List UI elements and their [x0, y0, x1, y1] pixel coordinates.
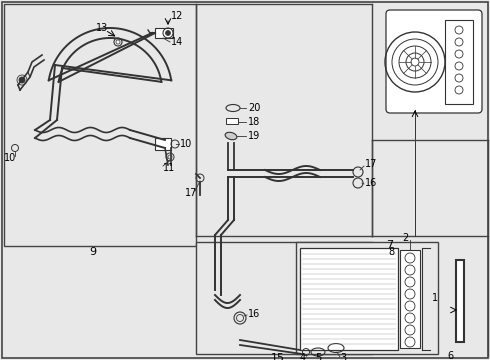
Text: 9: 9 — [90, 247, 97, 257]
Text: 16: 16 — [248, 309, 260, 319]
Text: 16: 16 — [365, 178, 377, 188]
FancyBboxPatch shape — [445, 20, 473, 104]
FancyBboxPatch shape — [226, 118, 238, 124]
Text: 17: 17 — [365, 159, 377, 169]
FancyBboxPatch shape — [196, 242, 372, 354]
Circle shape — [166, 31, 171, 36]
FancyBboxPatch shape — [296, 242, 438, 354]
Text: 15: 15 — [271, 353, 285, 360]
Text: 4: 4 — [300, 353, 306, 360]
Text: 7: 7 — [387, 240, 393, 250]
Text: 6: 6 — [447, 351, 453, 360]
Text: 14: 14 — [171, 37, 183, 47]
Ellipse shape — [225, 132, 237, 140]
Text: 11: 11 — [163, 163, 175, 173]
Text: 19: 19 — [248, 131, 260, 141]
Text: 17: 17 — [185, 188, 197, 198]
FancyBboxPatch shape — [386, 10, 482, 113]
Text: 13: 13 — [96, 23, 108, 33]
Text: 5: 5 — [315, 353, 321, 360]
FancyBboxPatch shape — [4, 4, 196, 246]
Text: 1: 1 — [432, 293, 438, 303]
Text: 10: 10 — [4, 153, 16, 163]
Circle shape — [116, 40, 120, 44]
Text: 2: 2 — [402, 233, 408, 243]
Circle shape — [19, 77, 25, 83]
Text: 12: 12 — [171, 11, 183, 21]
Text: 3: 3 — [340, 353, 346, 360]
Text: 18: 18 — [248, 117, 260, 127]
FancyBboxPatch shape — [400, 250, 420, 348]
Text: 10: 10 — [180, 139, 192, 149]
FancyBboxPatch shape — [300, 248, 398, 350]
FancyBboxPatch shape — [155, 138, 171, 150]
FancyBboxPatch shape — [155, 28, 173, 38]
Text: 8: 8 — [388, 247, 394, 257]
FancyBboxPatch shape — [456, 260, 464, 342]
Text: 20: 20 — [248, 103, 260, 113]
